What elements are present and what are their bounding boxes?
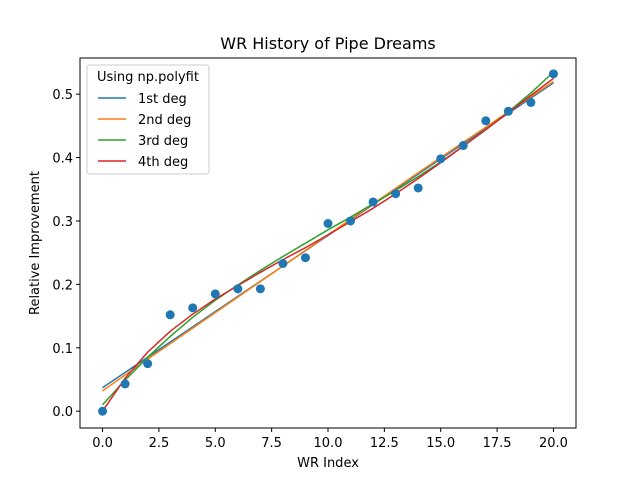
y-tick-label: 0.0 <box>52 405 73 420</box>
x-tick-label: 10.0 <box>314 436 343 451</box>
data-point <box>458 141 468 151</box>
x-tick-label: 15.0 <box>426 436 455 451</box>
x-tick-label: 5.0 <box>205 436 226 451</box>
legend-title: Using np.polyfit <box>97 70 199 85</box>
x-axis-ticks: 0.0 2.5 5.0 7.5 10.0 12.5 15.0 17.5 20.0 <box>92 428 568 451</box>
data-point <box>368 197 378 207</box>
x-tick-label: 17.5 <box>483 436 512 451</box>
data-point <box>165 310 175 320</box>
legend-entries: 1st deg 2nd deg 3rd deg 4th deg <box>98 92 191 170</box>
x-axis-label: WR Index <box>297 456 359 471</box>
x-tick-label: 0.0 <box>92 436 113 451</box>
data-point <box>413 183 423 193</box>
y-tick-label: 0.2 <box>52 278 73 293</box>
data-point <box>503 106 513 116</box>
data-point <box>526 97 536 107</box>
x-tick-label: 2.5 <box>149 436 170 451</box>
data-point <box>436 154 446 164</box>
x-tick-label: 20.0 <box>539 436 568 451</box>
legend-label: 2nd deg <box>138 113 191 128</box>
data-point <box>188 303 198 313</box>
scatter-points <box>98 69 558 416</box>
legend-label: 4th deg <box>138 155 188 170</box>
y-tick-label: 0.5 <box>52 88 73 103</box>
fit-line-4 <box>101 77 554 412</box>
chart-title: WR History of Pipe Dreams <box>220 34 435 53</box>
data-point <box>98 406 108 416</box>
y-tick-label: 0.4 <box>52 152 73 167</box>
data-point <box>210 289 220 299</box>
data-point <box>323 219 333 229</box>
y-axis-label: Relative Improvement <box>28 171 43 315</box>
x-tick-label: 7.5 <box>261 436 282 451</box>
data-point <box>120 379 130 389</box>
legend-label: 1st deg <box>138 92 187 107</box>
plot-area: 0.0 2.5 5.0 7.5 10.0 12.5 15.0 17.5 20.0 0.00.10… <box>52 57 577 451</box>
data-point <box>346 216 356 226</box>
data-point <box>278 258 288 268</box>
data-point <box>255 284 265 294</box>
fit-lines <box>101 71 555 412</box>
data-point <box>300 253 310 263</box>
data-point <box>143 359 153 369</box>
data-point <box>481 116 491 126</box>
legend: Using np.polyfit 1st deg 2nd deg 3rd deg 4t… <box>86 64 210 175</box>
y-tick-label: 0.1 <box>52 342 73 357</box>
legend-label: 3rd deg <box>138 134 188 149</box>
data-point <box>233 284 243 294</box>
y-axis-ticks: 0.0 0.1 0.2 0.3 0.4 0.5 <box>52 88 80 420</box>
y-tick-label: 0.3 <box>52 215 73 230</box>
data-point <box>548 69 558 79</box>
data-point <box>391 189 401 199</box>
legend-box <box>86 64 210 175</box>
x-tick-label: 12.5 <box>370 436 399 451</box>
